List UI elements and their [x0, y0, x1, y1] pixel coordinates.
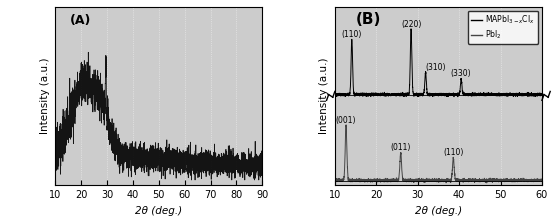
Text: (A): (A) — [70, 14, 91, 27]
Text: (330): (330) — [451, 69, 472, 78]
Legend: MAPbI$_{3-x}$Cl$_x$, PbI$_2$: MAPbI$_{3-x}$Cl$_x$, PbI$_2$ — [468, 10, 538, 44]
Text: (110): (110) — [342, 30, 362, 39]
Text: (110): (110) — [443, 148, 463, 157]
X-axis label: 2θ (deg.): 2θ (deg.) — [415, 206, 462, 215]
Text: (001): (001) — [336, 116, 356, 125]
Y-axis label: Intensity (a.u.): Intensity (a.u.) — [40, 58, 50, 134]
Text: (310): (310) — [426, 62, 446, 72]
X-axis label: 2θ (deg.): 2θ (deg.) — [135, 206, 182, 215]
Text: (011): (011) — [390, 143, 411, 152]
Text: (B): (B) — [356, 12, 381, 27]
Text: (220): (220) — [401, 20, 421, 29]
Y-axis label: Intensity (a.u.): Intensity (a.u.) — [319, 58, 329, 134]
